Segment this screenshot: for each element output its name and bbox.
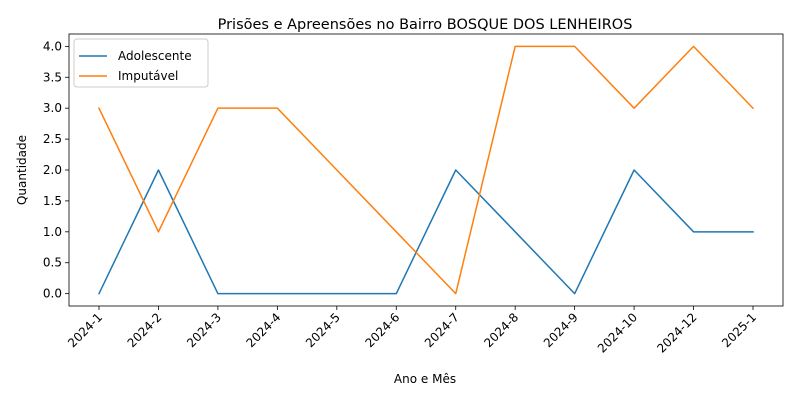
y-tick-label-5: 2.5 — [43, 132, 62, 146]
x-tick-label-3: 2024-4 — [244, 310, 284, 350]
y-tick-label-0: 0.0 — [43, 287, 62, 301]
x-tick-label-0: 2024-1 — [65, 310, 105, 350]
x-tick-label-11: 2025-1 — [719, 310, 759, 350]
x-tick-label-7: 2024-8 — [481, 310, 521, 350]
y-tick-label-1: 0.5 — [43, 256, 62, 270]
legend: Adolescente Imputável — [73, 38, 209, 88]
series-line-0 — [97, 169, 754, 295]
y-tick-label-4: 2.0 — [43, 163, 62, 177]
y-axis: 0.0 0.5 1.0 1.5 2.0 2.5 3.0 3.5 4.0 — [43, 39, 69, 301]
x-tick-label-5: 2024-6 — [362, 310, 402, 350]
y-tick-label-3: 1.5 — [43, 194, 62, 208]
x-tick-label-9: 2024-10 — [595, 310, 640, 355]
y-tick-label-2: 1.0 — [43, 225, 62, 239]
x-tick-label-8: 2024-9 — [541, 310, 581, 350]
x-tick-label-4: 2024-5 — [303, 310, 343, 350]
y-tick-label-7: 3.5 — [43, 70, 62, 84]
legend-box — [73, 38, 209, 88]
chart-title: Prisões e Apreensões no Bairro BOSQUE DO… — [218, 17, 633, 33]
y-tick-label-6: 3.0 — [43, 101, 62, 115]
y-tick-label-8: 4.0 — [43, 39, 62, 53]
x-tick-label-6: 2024-7 — [422, 310, 462, 350]
series-layer — [97, 45, 755, 295]
y-axis-title: Quantidade — [15, 135, 29, 205]
x-tick-label-2: 2024-3 — [184, 310, 224, 350]
x-tick-label-10: 2024-12 — [654, 310, 699, 355]
x-axis-title: Ano e Mês — [394, 372, 456, 386]
legend-label-1: Imputável — [118, 69, 178, 83]
legend-label-0: Adolescente — [118, 49, 192, 63]
series-line-1 — [97, 45, 755, 295]
x-axis: 2024-1 2024-2 2024-3 2024-4 2024-5 2024-6 2024… — [65, 306, 759, 356]
x-tick-label-1: 2024-2 — [125, 310, 165, 350]
